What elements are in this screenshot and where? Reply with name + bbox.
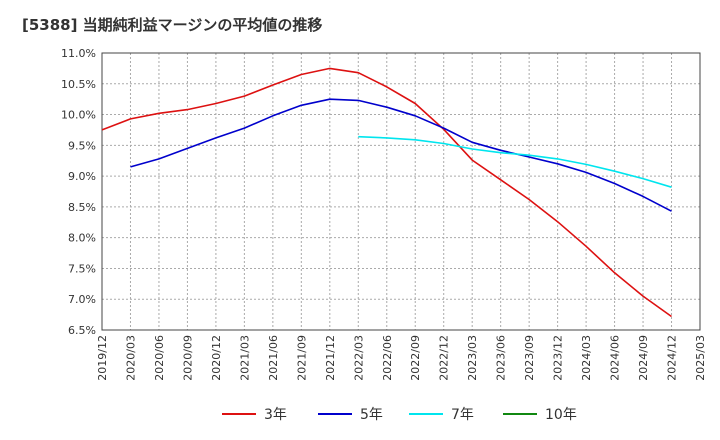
x-tick-label: 2023/09 <box>523 335 536 381</box>
legend-item: 7年 <box>409 407 474 423</box>
plot-area-frame <box>101 52 701 331</box>
y-tick-label: 9.5% <box>68 139 96 152</box>
x-tick-label: 2020/06 <box>153 335 166 381</box>
legend-label: 7年 <box>451 407 474 423</box>
x-tick-label: 2022/09 <box>409 335 422 381</box>
x-tick-label: 2022/12 <box>438 335 451 381</box>
x-tick-label: 2023/12 <box>552 335 565 381</box>
x-tick-label: 2025/03 <box>694 335 707 381</box>
x-tick-label: 2024/06 <box>609 335 622 381</box>
y-tick-label: 10.5% <box>61 78 96 91</box>
legend-label: 5年 <box>360 407 383 423</box>
x-tick-label: 2020/12 <box>210 335 223 381</box>
x-axis-ticks: 2019/12 2020/03 2020/06 2020/09 2020/12 2021/… <box>96 335 707 381</box>
series-line <box>130 98 672 212</box>
x-tick-label: 2022/03 <box>352 335 365 381</box>
legend-label: 10年 <box>545 407 577 423</box>
series-line <box>101 67 672 318</box>
y-tick-label: 8.5% <box>68 201 96 214</box>
series-lines <box>101 67 672 318</box>
y-tick-label: 8.0% <box>68 232 96 245</box>
series-line <box>358 135 672 188</box>
legend-item: 5年 <box>318 407 383 423</box>
x-tick-label: 2021/06 <box>267 335 280 381</box>
chart-title: [5388] 当期純利益マージンの平均値の推移 <box>22 16 323 34</box>
x-tick-label: 2021/12 <box>324 335 337 381</box>
x-tick-label: 2023/03 <box>466 335 479 381</box>
legend-item: 10年 <box>503 407 577 423</box>
x-tick-label: 2024/12 <box>666 335 679 381</box>
y-tick-label: 7.5% <box>68 262 96 275</box>
y-tick-label: 9.0% <box>68 170 96 183</box>
x-tick-label: 2020/03 <box>124 335 137 381</box>
y-tick-label: 11.0% <box>61 47 96 60</box>
x-tick-label: 2021/09 <box>295 335 308 381</box>
legend-label: 3年 <box>264 407 287 423</box>
y-tick-label: 10.0% <box>61 109 96 122</box>
x-tick-label: 2022/06 <box>381 335 394 381</box>
x-tick-label: 2019/12 <box>96 335 109 381</box>
y-tick-label: 6.5% <box>68 324 96 337</box>
x-tick-label: 2024/09 <box>637 335 650 381</box>
x-tick-label: 2024/03 <box>580 335 593 381</box>
legend-item: 3年 <box>222 407 287 423</box>
legend: 3年 5年 7年 10年 <box>222 407 577 423</box>
x-tick-label: 2021/03 <box>238 335 251 381</box>
y-axis-ticks: 6.5% 7.0% 7.5% 8.0% 8.5% 9.0% 9.5% 10.0% 10.5% 11… <box>61 47 96 337</box>
x-tick-label: 2020/09 <box>181 335 194 381</box>
x-tick-label: 2023/06 <box>495 335 508 381</box>
y-tick-label: 7.0% <box>68 293 96 306</box>
